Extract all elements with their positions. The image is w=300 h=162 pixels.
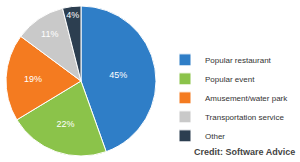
- svg-text:Other: Other: [205, 132, 225, 141]
- svg-text:11%: 11%: [41, 29, 58, 39]
- svg-text:22%: 22%: [57, 119, 75, 129]
- svg-text:19%: 19%: [24, 74, 42, 84]
- svg-text:45%: 45%: [109, 70, 127, 80]
- svg-text:4%: 4%: [66, 10, 79, 20]
- svg-text:Popular event: Popular event: [205, 75, 255, 84]
- svg-text:Amusement/water park: Amusement/water park: [205, 94, 288, 103]
- svg-text:Credit: Software Advice: Credit: Software Advice: [194, 147, 295, 157]
- svg-text:Popular restaurant: Popular restaurant: [205, 56, 272, 65]
- svg-text:Transportation service: Transportation service: [205, 113, 284, 122]
